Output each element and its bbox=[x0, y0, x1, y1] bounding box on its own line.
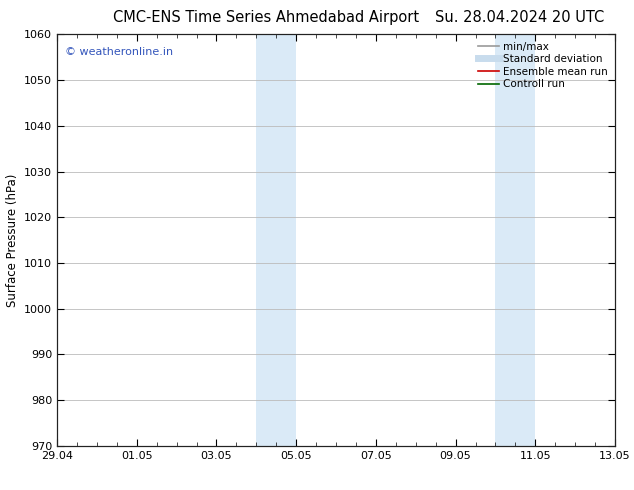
Y-axis label: Surface Pressure (hPa): Surface Pressure (hPa) bbox=[6, 173, 18, 307]
Bar bbox=[256, 34, 276, 446]
Legend: min/max, Standard deviation, Ensemble mean run, Controll run: min/max, Standard deviation, Ensemble me… bbox=[476, 40, 610, 92]
Bar bbox=[495, 34, 515, 446]
Bar bbox=[276, 34, 296, 446]
Text: © weatheronline.in: © weatheronline.in bbox=[65, 47, 174, 57]
Bar bbox=[515, 34, 535, 446]
Text: Su. 28.04.2024 20 UTC: Su. 28.04.2024 20 UTC bbox=[436, 10, 604, 25]
Text: CMC-ENS Time Series Ahmedabad Airport: CMC-ENS Time Series Ahmedabad Airport bbox=[113, 10, 419, 25]
